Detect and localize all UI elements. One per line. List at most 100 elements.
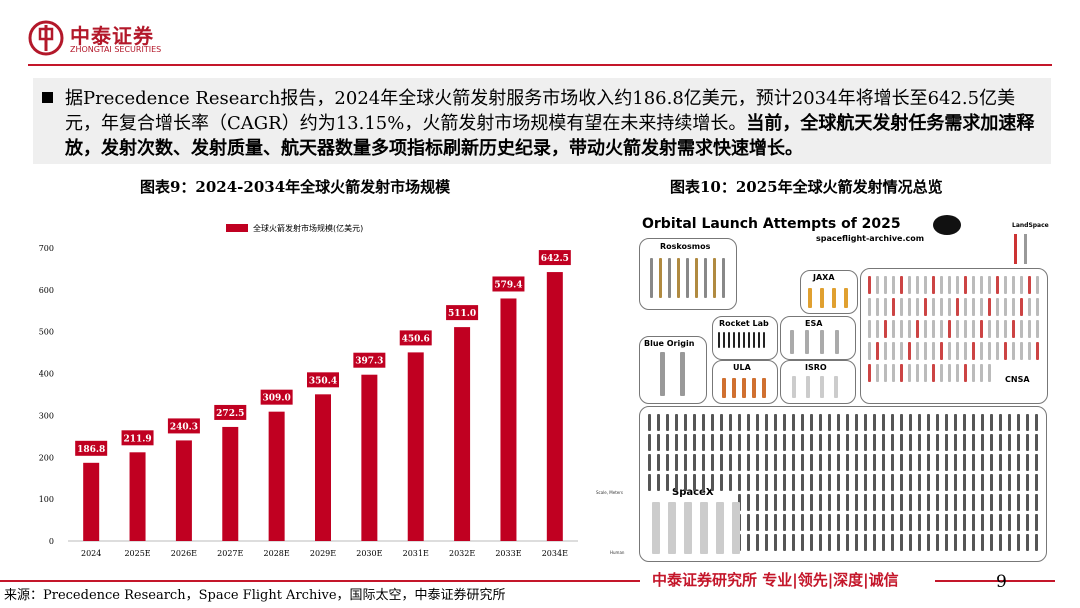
spacex-rocket-icon [819, 434, 822, 451]
cnsa-rocket-icon [900, 298, 903, 316]
spacex-rocket-icon [702, 474, 705, 491]
x-tick-label: 2024 [81, 549, 101, 558]
cnsa-rocket-icon [916, 298, 919, 316]
spacex-rocket-icon [828, 434, 831, 451]
spacex-rocket-icon [936, 454, 939, 471]
spacex-rocket-icon [1035, 534, 1038, 551]
cnsa-rocket-icon [964, 320, 967, 338]
spacex-rocket-icon [1008, 494, 1011, 511]
logo-mark-icon [28, 20, 64, 56]
cnsa-rocket-icon [1020, 320, 1023, 338]
spacex-rocket-icon [981, 414, 984, 431]
cnsa-rocket-icon [1004, 342, 1007, 360]
source-note: 来源：Precedence Research，Space Flight Arch… [4, 588, 506, 603]
spacex-rocket-icon [819, 494, 822, 511]
rocket-silhouettes [648, 258, 1039, 554]
spacex-rocket-icon [774, 474, 777, 491]
x-tick-label: 2028E [264, 549, 290, 558]
esa-rocket-icon [790, 330, 794, 354]
spacex-rocket-icon [711, 454, 714, 471]
spacex-rocket-icon [990, 434, 993, 451]
spacex-rocket-icon [1026, 414, 1029, 431]
spacex-rocket-icon [873, 534, 876, 551]
roskosmos-rocket-icon [722, 258, 725, 298]
data-label: 309.0 [263, 394, 291, 404]
spacex-rocket-icon [765, 474, 768, 491]
panel-label-spacex: SpaceX [672, 487, 714, 498]
spacex-rocket-icon [864, 414, 867, 431]
spacex-rocket-icon [729, 474, 732, 491]
cnsa-rocket-icon [988, 320, 991, 338]
spacex-rocket-icon [1008, 454, 1011, 471]
cnsa-rocket-icon [892, 364, 895, 382]
cnsa-rocket-icon [932, 298, 935, 316]
spacex-rocket-icon [846, 434, 849, 451]
cnsa-rocket-icon [948, 342, 951, 360]
x-tick-label: 2030E [356, 549, 382, 558]
bar [500, 298, 517, 541]
spacex-rocket-icon [1035, 514, 1038, 531]
spacex-rocket-icon [1035, 494, 1038, 511]
cnsa-rocket-icon [956, 298, 959, 316]
spacex-rocket-icon [1008, 474, 1011, 491]
cnsa-rocket-icon [1028, 276, 1031, 294]
spacex-rocket-icon [711, 434, 714, 451]
spacex-rocket-icon [945, 494, 948, 511]
data-label: 579.4 [494, 280, 522, 290]
spacex-rocket-icon [855, 434, 858, 451]
spacex-rocket-icon [756, 414, 759, 431]
spacex-rocket-icon [981, 534, 984, 551]
spacex-rocket-icon [648, 454, 651, 471]
spacex-rocket-icon [702, 434, 705, 451]
spacex-rocket-icon [1026, 514, 1029, 531]
legend-swatch [226, 224, 248, 232]
launch-infographic: Orbital Launch Attempts of 2025 spacefli… [592, 208, 1070, 564]
panel-label-cnsa: CNSA [1005, 375, 1030, 384]
spacex-rocket-icon [972, 414, 975, 431]
panel-label-esa: ESA [805, 319, 823, 328]
cnsa-rocket-icon [988, 342, 991, 360]
cnsa-rocket-icon [924, 298, 927, 316]
starship-icon [700, 502, 708, 554]
spacex-rocket-icon [729, 454, 732, 471]
cnsa-rocket-icon [940, 298, 943, 316]
spacex-rocket-icon [900, 534, 903, 551]
roskosmos-rocket-icon [695, 258, 698, 298]
spacex-rocket-icon [927, 514, 930, 531]
spacex-rocket-icon [756, 534, 759, 551]
spacex-rocket-icon [954, 534, 957, 551]
cnsa-rocket-icon [1020, 276, 1023, 294]
spacex-rocket-icon [693, 474, 696, 491]
spacex-rocket-icon [981, 454, 984, 471]
spacex-rocket-icon [927, 534, 930, 551]
spacex-rocket-icon [1035, 474, 1038, 491]
spacex-rocket-icon [666, 474, 669, 491]
bar [222, 426, 239, 541]
panel-label-blueorigin: Blue Origin [644, 339, 695, 348]
starship-icon [652, 502, 660, 554]
spacex-rocket-icon [711, 414, 714, 431]
cnsa-rocket-icon [940, 276, 943, 294]
spacex-rocket-icon [1017, 414, 1020, 431]
spacex-rocket-icon [819, 454, 822, 471]
x-tick-label: 2034E [542, 549, 568, 558]
cnsa-rocket-icon [932, 342, 935, 360]
spacex-rocket-icon [792, 534, 795, 551]
spacex-rocket-icon [684, 434, 687, 451]
spacex-rocket-icon [882, 494, 885, 511]
spacex-rocket-icon [963, 474, 966, 491]
spacex-rocket-icon [873, 494, 876, 511]
cnsa-rocket-icon [884, 320, 887, 338]
spacex-rocket-icon [819, 474, 822, 491]
cnsa-rocket-icon [924, 342, 927, 360]
cnsa-rocket-icon [940, 320, 943, 338]
spacex-rocket-icon [819, 414, 822, 431]
spacex-rocket-icon [828, 494, 831, 511]
spacex-rocket-icon [720, 414, 723, 431]
cnsa-rocket-icon [964, 298, 967, 316]
spacex-rocket-icon [882, 414, 885, 431]
spacex-rocket-icon [828, 454, 831, 471]
data-label: 240.3 [170, 422, 198, 432]
spacex-rocket-icon [1017, 454, 1020, 471]
cnsa-rocket-icon [1020, 298, 1023, 316]
